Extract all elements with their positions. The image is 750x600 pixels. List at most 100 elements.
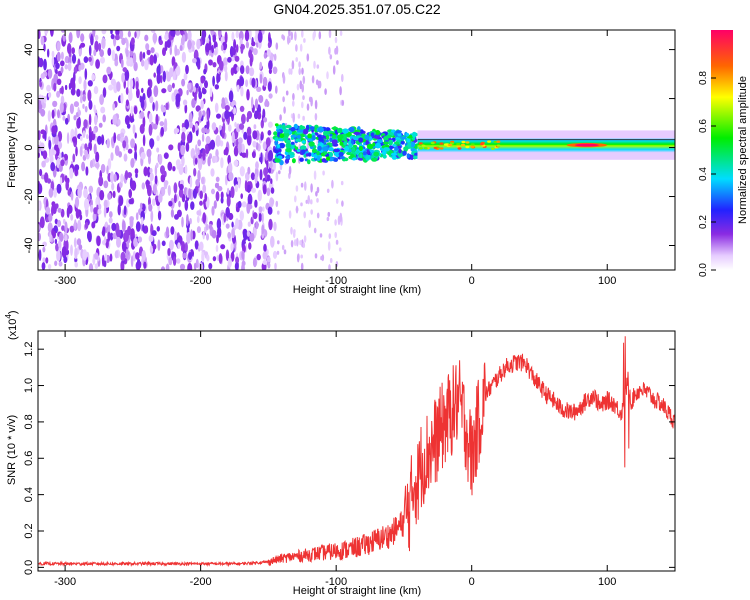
spectrogram-cell xyxy=(120,92,124,104)
spectrogram-cell xyxy=(311,148,317,153)
spectrogram-cell xyxy=(84,143,88,151)
spectrogram-cell xyxy=(262,206,265,212)
spectrogram-cell xyxy=(47,48,50,58)
spectrogram-cell xyxy=(157,239,161,251)
spectrogram-cell xyxy=(248,49,253,59)
spectrogram-cell xyxy=(70,191,74,201)
spectrogram-cell xyxy=(161,240,166,247)
spectrogram-cell xyxy=(382,154,387,159)
spectrogram-cell xyxy=(83,188,88,199)
spectrogram-cell xyxy=(308,219,312,229)
spectrogram-cell xyxy=(249,56,253,67)
spectrogram-cell xyxy=(125,49,129,58)
spectrogram-cell xyxy=(143,166,148,177)
spectrogram-cell xyxy=(456,145,461,148)
spectrogram-cell xyxy=(155,100,159,112)
spectrogram-cell xyxy=(109,253,113,262)
spectrogram-cell xyxy=(88,113,92,126)
spectrogram-cell xyxy=(148,234,154,242)
spectrogram-cell xyxy=(128,188,132,199)
spectrogram-cell xyxy=(88,263,94,270)
spectrogram-cell xyxy=(262,251,268,260)
spectrogram-cell xyxy=(242,228,248,241)
spectrogram-cell xyxy=(252,257,257,268)
spectrogram-cell xyxy=(90,204,94,213)
spectrogram-cell xyxy=(296,134,301,139)
spectrogram-cell xyxy=(232,47,237,56)
spectrogram-cell xyxy=(274,150,279,154)
spectrogram-cell xyxy=(267,41,271,49)
spectrogram-cell xyxy=(261,212,264,223)
spectrogram-cell xyxy=(103,180,109,189)
spectrogram-cell xyxy=(71,80,76,92)
spectrogram-cell xyxy=(241,201,247,208)
spectrogram-cell xyxy=(134,31,137,39)
spectrogram-cell xyxy=(56,90,61,98)
spectrogram-cell xyxy=(296,237,299,247)
spectrogram-cell xyxy=(48,213,53,222)
spectrogram-cell xyxy=(78,76,82,85)
spectrogram-cell xyxy=(60,159,65,167)
spectrogram-cell xyxy=(47,222,53,233)
spectrogram-cell xyxy=(45,206,51,215)
spectrogram-cell xyxy=(146,87,152,99)
spectrogram-cell xyxy=(282,129,290,134)
spectrogram-cell xyxy=(247,193,253,206)
spectrogram-cell xyxy=(328,152,334,157)
spectrogram-cell xyxy=(339,212,343,223)
spectrogram-cell xyxy=(214,84,219,90)
spectrogram-cell xyxy=(461,143,465,147)
spectrogram-cell xyxy=(461,140,466,144)
spectrogram-cell xyxy=(243,131,248,140)
spectrogram-cell xyxy=(247,166,251,175)
spectrogram-cell xyxy=(354,150,360,154)
spectrogram-cell xyxy=(73,101,79,108)
spectrogram-cell xyxy=(84,198,90,211)
spectrogram-cell xyxy=(155,113,159,126)
spectrogram-cell xyxy=(302,128,309,135)
spectrogram-cell xyxy=(337,127,343,134)
spectrogram-cell xyxy=(171,82,175,89)
spectrogram-cell xyxy=(108,217,113,224)
spectrogram-cell xyxy=(189,121,193,129)
spectrogram-cell xyxy=(44,30,49,34)
spectrogram-cell xyxy=(294,31,297,41)
spectrogram-cell xyxy=(194,123,199,131)
spectrogram-cell xyxy=(470,145,475,148)
spectrogram-cell xyxy=(135,252,140,260)
spectrogram-cell xyxy=(88,185,94,194)
spectrogram-cell xyxy=(129,78,134,89)
spectrogram-cell xyxy=(285,155,291,160)
spectrogram-cell xyxy=(115,34,120,41)
spectrogram-cell xyxy=(295,44,298,52)
spectrogram-cell xyxy=(91,74,95,81)
spectrogram-cell xyxy=(84,150,89,158)
spectrogram-cell xyxy=(148,123,153,136)
spectrogram-cell xyxy=(61,30,65,33)
spectrogram-cell xyxy=(195,179,200,187)
spectrogram-cell xyxy=(247,221,251,227)
spectrogram-cell xyxy=(156,147,160,153)
spectrogram-cell xyxy=(340,180,344,186)
spectrogram-cell xyxy=(306,103,310,111)
y-tick-label: 0.6 xyxy=(23,451,35,466)
spectrogram-cell xyxy=(154,164,158,177)
spectrogram-cell xyxy=(73,71,76,83)
spectrogram-cell xyxy=(43,58,47,71)
spectrogram-cell xyxy=(252,140,257,148)
spectrogram-cell xyxy=(182,99,188,106)
spectrogram-cell xyxy=(246,110,253,120)
spectrogram-cell xyxy=(152,32,158,44)
spectrogram-cell xyxy=(316,212,320,219)
spectrogram-cell xyxy=(301,140,306,144)
spectrogram-cell xyxy=(266,49,271,57)
spectrogram-cell xyxy=(117,203,121,216)
spectrogram-cell xyxy=(78,109,81,116)
spectrogram-cell xyxy=(68,31,73,44)
spectrogram-cell xyxy=(158,39,163,46)
spectrogram-cell xyxy=(212,75,216,87)
spectrogram-cell xyxy=(137,236,143,243)
spectrogram-cell xyxy=(56,51,61,62)
spectrogram-cell xyxy=(338,247,342,252)
spectrogram-cell xyxy=(281,244,285,251)
